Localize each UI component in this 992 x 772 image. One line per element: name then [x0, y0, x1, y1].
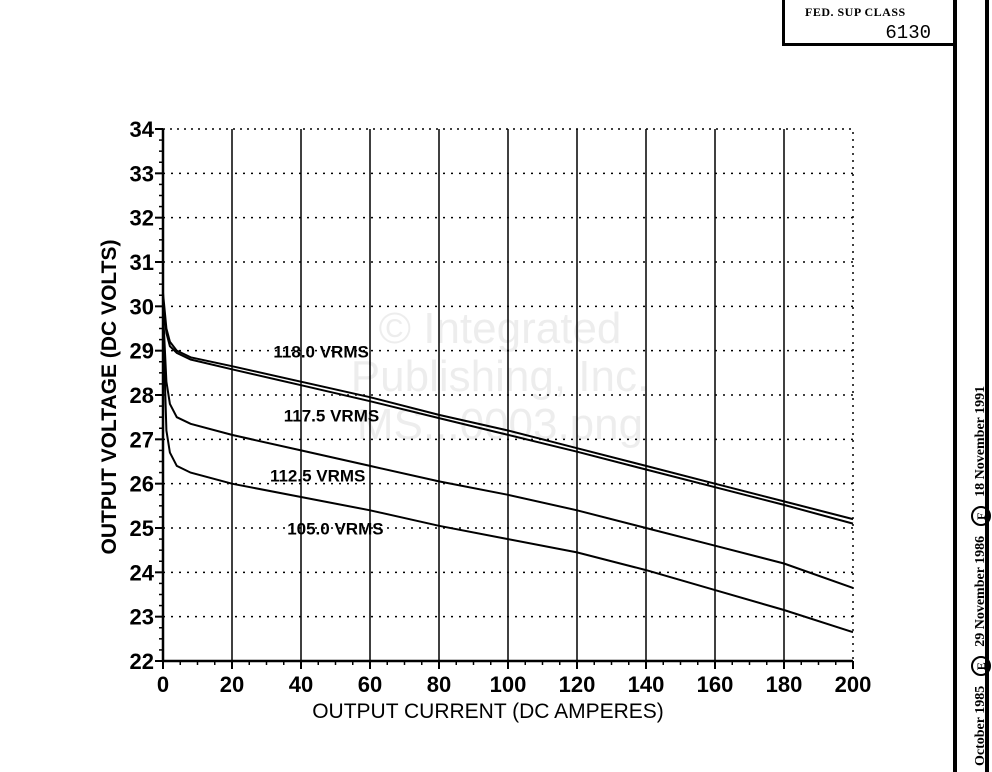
series-line	[162, 310, 854, 589]
y-tick-label: 23	[130, 605, 154, 630]
y-tick-label: 32	[130, 206, 154, 231]
fed-sup-class-value: 6130	[885, 22, 931, 44]
y-axis-label: OUTPUT VOLTAGE (DC VOLTS)	[98, 240, 121, 555]
series-line	[162, 319, 854, 634]
fed-sup-class-label: FED. SUP CLASS	[805, 5, 906, 19]
x-tick-label: 100	[490, 672, 527, 697]
y-tick-label: 31	[130, 250, 154, 275]
x-tick-label: 120	[559, 672, 596, 697]
fed-sup-class-box: FED. SUP CLASS 6130	[782, 0, 956, 46]
y-tick-label: 25	[130, 516, 154, 541]
y-tick-label: 27	[130, 427, 154, 452]
y-tick-label: 28	[130, 383, 154, 408]
series-annotation: 118.0 VRMS	[273, 342, 368, 361]
series-annotation: 105.0 VRMS	[287, 520, 383, 539]
y-tick-label: 24	[130, 560, 155, 585]
x-tick-label: 160	[697, 672, 734, 697]
x-tick-label: 40	[289, 672, 313, 697]
right-border-line-outer	[985, 0, 989, 772]
series-annotation: 112.5 VRMS	[270, 466, 365, 485]
x-tick-label: 140	[628, 672, 665, 697]
x-tick-label: 80	[427, 672, 451, 697]
y-tick-label: 26	[130, 472, 154, 497]
series-line	[162, 292, 854, 521]
series-annotation: 117.5 VRMS	[284, 407, 379, 426]
x-axis-label: OUTPUT CURRENT (DC AMPERES)	[312, 700, 664, 723]
y-tick-label: 29	[130, 339, 154, 364]
series-line	[162, 301, 854, 525]
y-tick-label: 30	[130, 294, 154, 319]
x-tick-label: 20	[220, 672, 244, 697]
y-tick-label: 22	[130, 649, 154, 674]
x-tick-label: 0	[157, 672, 169, 697]
y-tick-label: 33	[130, 161, 154, 186]
y-tick-label: 34	[130, 117, 155, 142]
x-tick-label: 180	[766, 672, 803, 697]
right-border-line	[953, 0, 957, 772]
x-tick-label: 200	[835, 672, 872, 697]
x-tick-label: 60	[358, 672, 382, 697]
